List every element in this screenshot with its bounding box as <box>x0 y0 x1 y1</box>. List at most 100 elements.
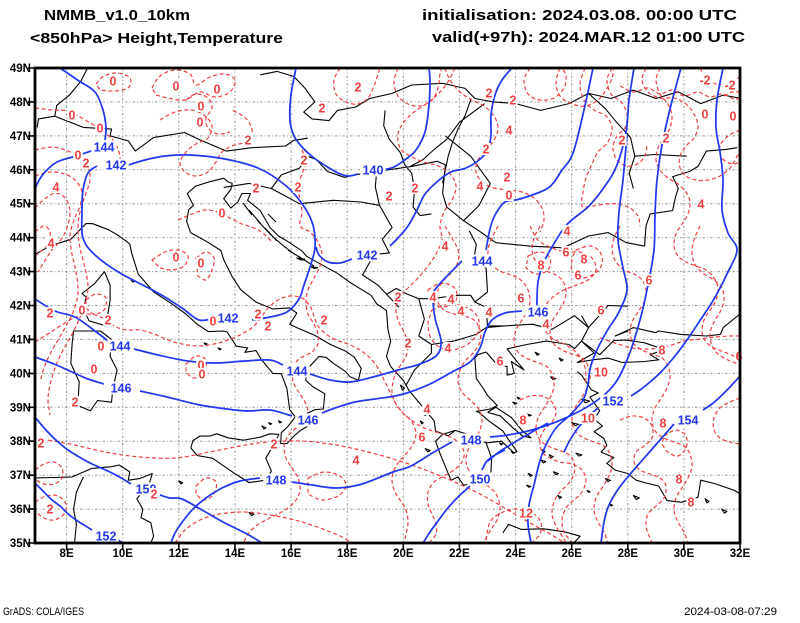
svg-text:20E: 20E <box>393 548 414 560</box>
svg-text:2: 2 <box>386 190 393 204</box>
svg-text:38N: 38N <box>10 436 31 448</box>
svg-text:-2: -2 <box>699 74 710 88</box>
svg-text:2: 2 <box>295 181 302 195</box>
svg-text:146: 146 <box>528 306 549 320</box>
svg-text:4: 4 <box>430 291 437 305</box>
svg-text:4: 4 <box>564 225 571 239</box>
svg-text:142: 142 <box>106 159 127 173</box>
svg-text:144: 144 <box>94 141 115 155</box>
svg-text:2: 2 <box>321 314 328 328</box>
svg-text:2: 2 <box>483 143 490 157</box>
svg-text:4: 4 <box>53 181 60 195</box>
svg-text:0: 0 <box>730 110 737 124</box>
svg-text:2: 2 <box>504 171 511 185</box>
svg-text:10E: 10E <box>112 548 133 560</box>
svg-text:0: 0 <box>210 315 217 329</box>
svg-text:4: 4 <box>48 237 55 251</box>
svg-text:2: 2 <box>38 437 45 451</box>
svg-text:2: 2 <box>255 308 262 322</box>
svg-text:0: 0 <box>198 359 205 373</box>
svg-text:-2: -2 <box>724 79 735 93</box>
svg-text:148: 148 <box>266 474 287 488</box>
svg-text:4: 4 <box>353 454 360 468</box>
svg-text:36N: 36N <box>10 504 31 516</box>
svg-text:0: 0 <box>79 304 86 318</box>
svg-text:14E: 14E <box>225 548 246 560</box>
svg-text:40N: 40N <box>10 368 31 380</box>
svg-text:28E: 28E <box>618 548 639 560</box>
svg-text:6: 6 <box>419 431 426 445</box>
svg-text:39N: 39N <box>10 402 31 414</box>
svg-text:146: 146 <box>111 382 132 396</box>
svg-text:2: 2 <box>301 154 308 168</box>
svg-text:154: 154 <box>678 414 699 428</box>
svg-text:0: 0 <box>506 189 513 203</box>
svg-text:4: 4 <box>477 180 484 194</box>
svg-text:16E: 16E <box>281 548 302 560</box>
svg-text:0: 0 <box>110 75 117 89</box>
svg-text:2: 2 <box>663 132 670 146</box>
svg-text:2: 2 <box>83 157 90 171</box>
svg-text:144: 144 <box>472 255 493 269</box>
svg-text:8: 8 <box>688 496 695 510</box>
svg-text:152: 152 <box>96 530 117 544</box>
svg-text:2: 2 <box>105 314 112 328</box>
svg-text:6: 6 <box>646 274 653 288</box>
svg-text:140: 140 <box>363 164 384 178</box>
svg-text:24E: 24E <box>505 548 526 560</box>
svg-text:2: 2 <box>412 182 419 196</box>
svg-text:12E: 12E <box>169 548 190 560</box>
svg-text:6: 6 <box>575 269 582 283</box>
svg-text:2: 2 <box>510 94 517 108</box>
svg-text:12: 12 <box>519 507 533 521</box>
svg-text:42N: 42N <box>10 301 31 313</box>
svg-text:0: 0 <box>198 100 205 114</box>
svg-text:8: 8 <box>538 259 545 273</box>
svg-text:10: 10 <box>594 366 608 380</box>
svg-text:4: 4 <box>543 318 550 332</box>
svg-text:valid(+97h): 2024.MAR.12 01:00: valid(+97h): 2024.MAR.12 01:00 UTC <box>432 30 746 46</box>
svg-text:45N: 45N <box>10 199 31 211</box>
svg-text:2: 2 <box>47 503 54 517</box>
svg-text:2: 2 <box>245 134 252 148</box>
svg-text:146: 146 <box>298 414 319 428</box>
svg-text:152: 152 <box>603 395 624 409</box>
svg-text:37N: 37N <box>10 470 31 482</box>
svg-text:10: 10 <box>581 412 595 426</box>
svg-text:0: 0 <box>199 368 206 382</box>
svg-text:0: 0 <box>75 149 82 163</box>
svg-text:2: 2 <box>253 182 260 196</box>
svg-text:144: 144 <box>110 340 131 354</box>
svg-text:2: 2 <box>355 81 362 95</box>
svg-text:<850hPa> Height,Temperature: <850hPa> Height,Temperature <box>30 31 283 47</box>
svg-text:8: 8 <box>676 473 683 487</box>
svg-text:43N: 43N <box>10 267 31 279</box>
svg-text:2: 2 <box>271 438 278 452</box>
svg-text:47N: 47N <box>10 131 31 143</box>
svg-text:8: 8 <box>659 344 666 358</box>
svg-text:4: 4 <box>442 240 449 254</box>
svg-text:0: 0 <box>214 83 221 97</box>
svg-text:150: 150 <box>470 473 491 487</box>
svg-text:144: 144 <box>287 365 308 379</box>
svg-text:41N: 41N <box>10 334 31 346</box>
svg-text:0: 0 <box>97 122 104 136</box>
svg-text:0: 0 <box>98 340 105 354</box>
svg-text:0: 0 <box>91 363 98 377</box>
svg-text:4: 4 <box>458 305 465 319</box>
svg-text:148: 148 <box>461 434 482 448</box>
svg-text:4: 4 <box>506 124 513 138</box>
svg-text:0: 0 <box>197 116 204 130</box>
svg-text:2: 2 <box>265 320 272 334</box>
svg-text:4: 4 <box>486 306 493 320</box>
svg-text:4: 4 <box>424 403 431 417</box>
svg-text:4: 4 <box>445 342 452 356</box>
svg-text:32E: 32E <box>730 548 751 560</box>
svg-text:2: 2 <box>619 134 626 148</box>
svg-text:2: 2 <box>151 488 158 502</box>
svg-text:0: 0 <box>219 207 226 221</box>
svg-text:2: 2 <box>395 291 402 305</box>
svg-text:GrADS: COLA/IGES: GrADS: COLA/IGES <box>3 606 84 618</box>
svg-text:2: 2 <box>47 307 54 321</box>
svg-text:0: 0 <box>198 257 205 271</box>
